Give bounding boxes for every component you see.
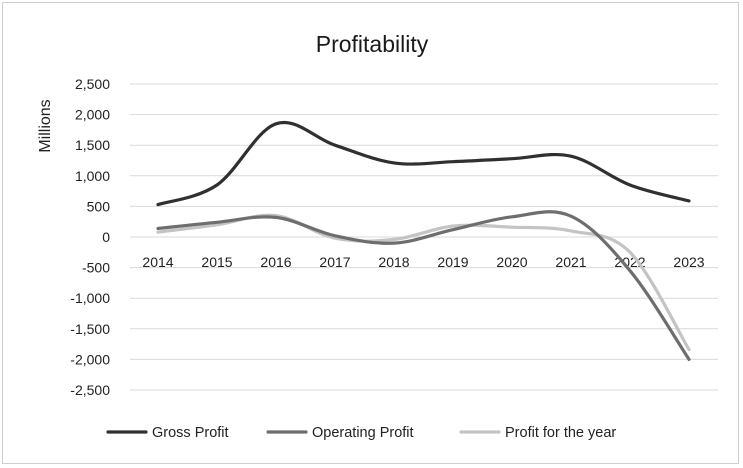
chart-frame (2, 2, 739, 464)
x-tick-label: 2022 (614, 254, 645, 270)
series-line-operating-profit (156, 210, 691, 361)
y-tick-label: 500 (87, 198, 111, 214)
y-tick-label: 2,500 (75, 76, 110, 92)
legend-label-operating-profit: Operating Profit (312, 425, 414, 441)
chart-title: Profitability (316, 31, 429, 57)
y-tick-label: -500 (82, 260, 110, 276)
legend-label-profit-for-the-year: Profit for the year (505, 425, 616, 441)
y-tick-label: 2,000 (75, 107, 110, 123)
y-tick-label: -1,500 (70, 321, 110, 337)
y-tick-label: -2,500 (70, 382, 110, 398)
series-line-gross-profit (156, 120, 691, 207)
y-tick-label: 1,500 (75, 137, 110, 153)
x-tick-label: 2019 (437, 254, 468, 270)
x-tick-label: 2017 (319, 254, 350, 270)
x-tick-label: 2023 (673, 254, 704, 270)
x-tick-label: 2016 (260, 254, 291, 270)
series-line-profit-for-the-year (156, 213, 691, 352)
y-tick-label: -1,000 (70, 290, 110, 306)
x-tick-label: 2021 (555, 254, 586, 270)
x-tick-label: 2014 (142, 254, 173, 270)
y-axis-label: Millions (37, 99, 54, 152)
y-tick-label: 1,000 (75, 168, 110, 184)
x-tick-label: 2020 (496, 254, 527, 270)
y-tick-label: 0 (102, 229, 110, 245)
y-tick-label: -2,000 (70, 351, 110, 367)
legend-label-gross-profit: Gross Profit (152, 425, 229, 441)
x-tick-label: 2015 (201, 254, 232, 270)
x-tick-label: 2018 (378, 254, 409, 270)
